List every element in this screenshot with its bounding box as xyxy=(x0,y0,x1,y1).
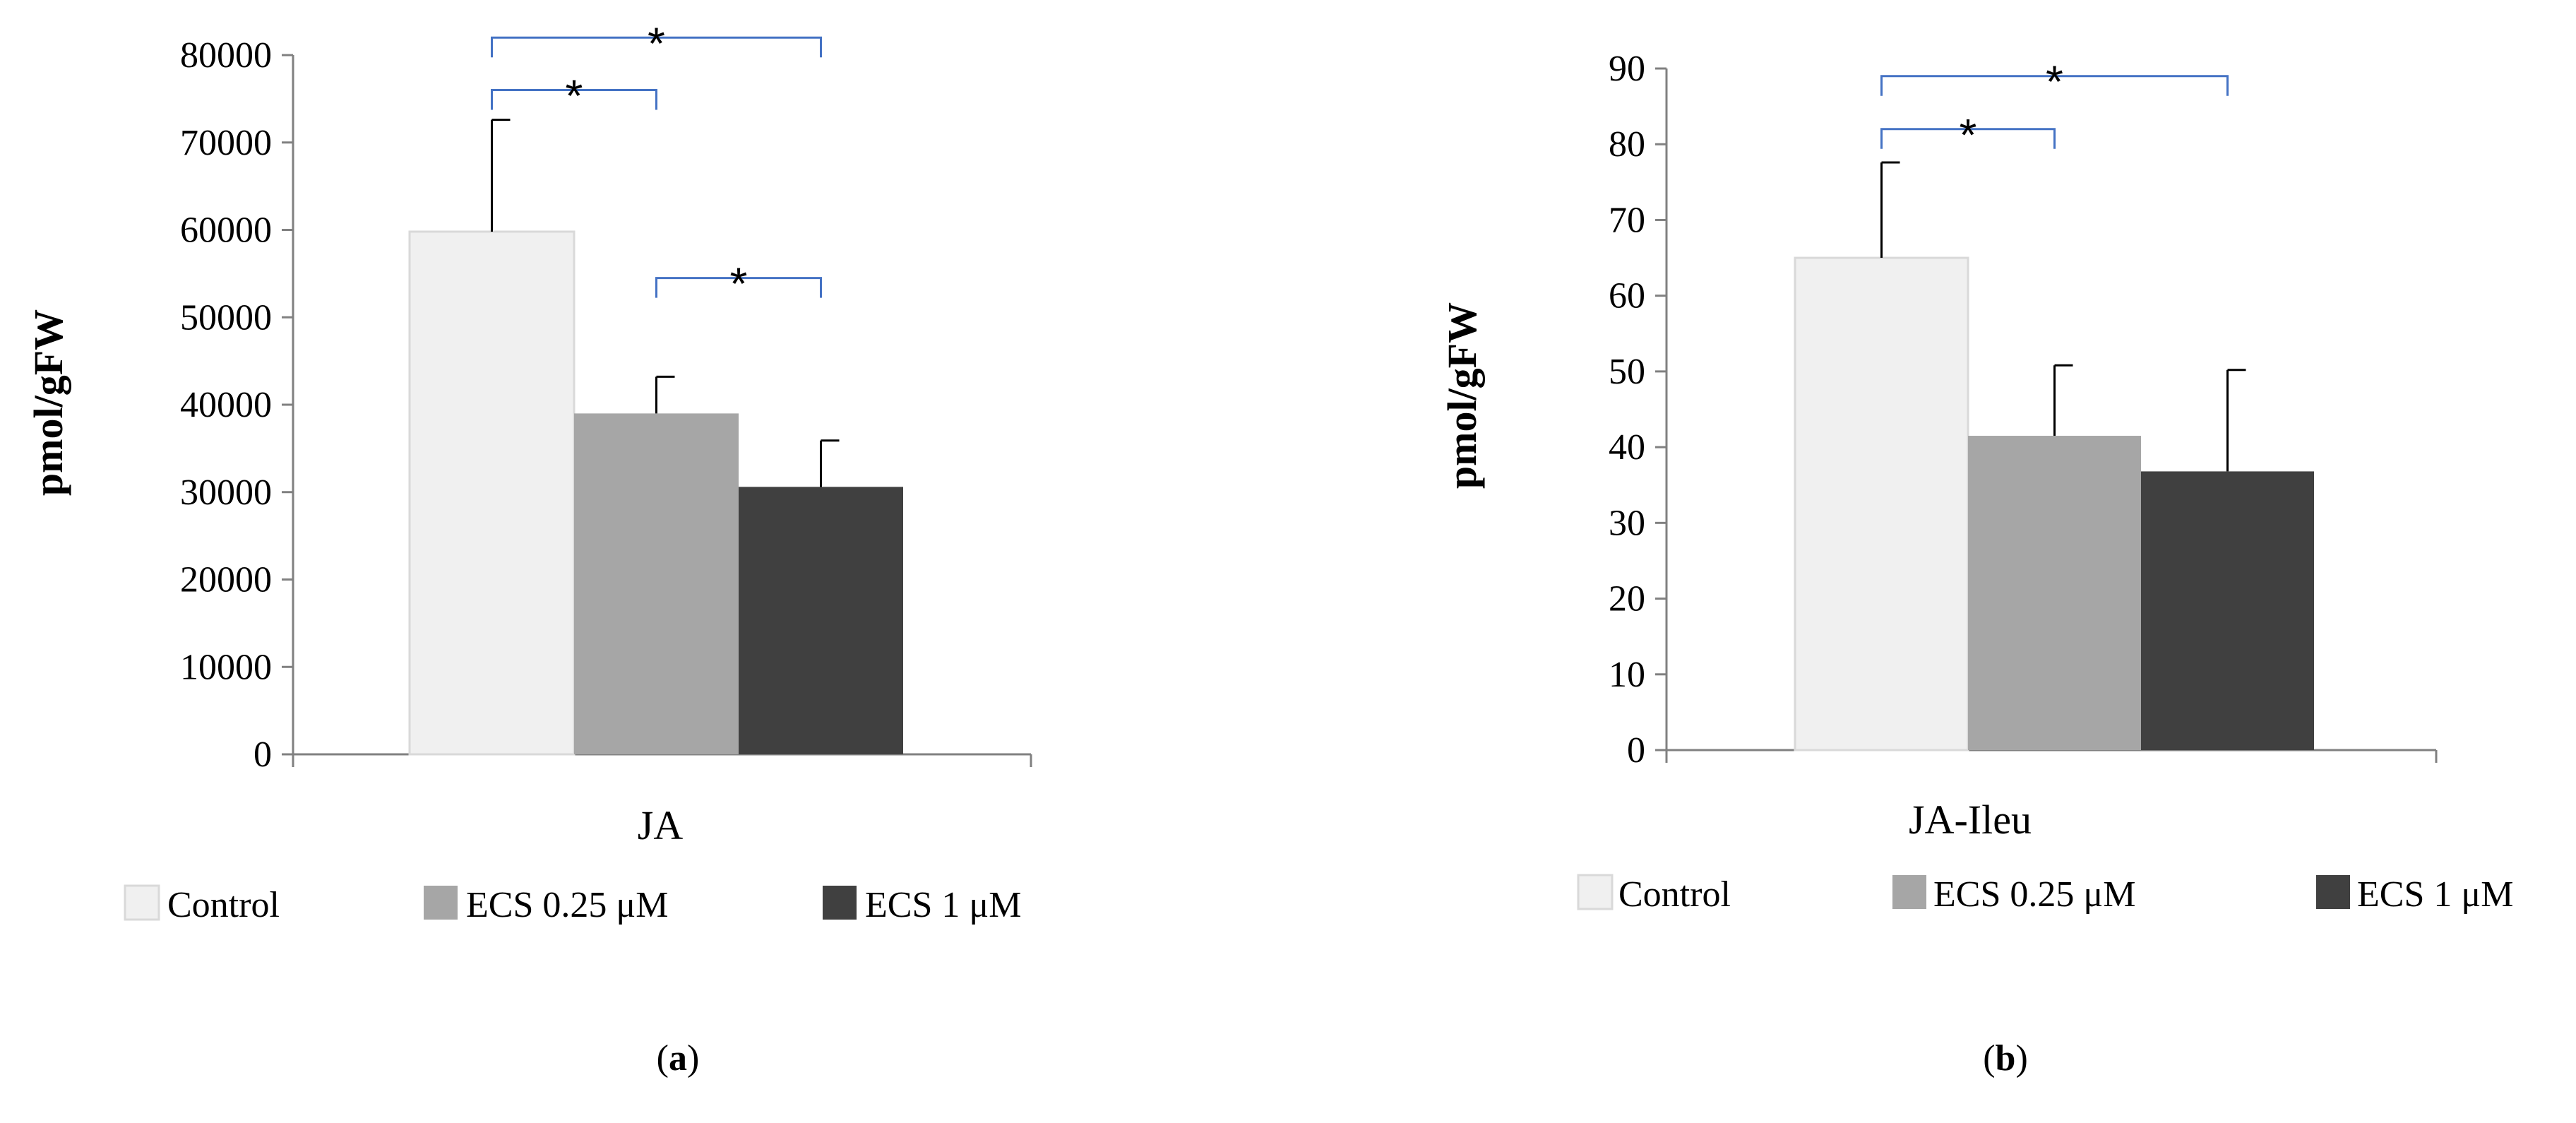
significance-bracket xyxy=(1880,128,2056,149)
caption-paren-open: ( xyxy=(1983,1038,1995,1079)
x-category-label: JA-Ileu xyxy=(1909,797,2032,843)
y-tick-label: 0 xyxy=(1627,730,1645,771)
y-tick-label: 30 xyxy=(1609,503,1645,543)
y-tick-label: 60000 xyxy=(180,210,272,251)
x-category-label: JA xyxy=(638,802,684,848)
chart-panel-b: 0 10 20 30 40 50 60 70 80 90 pmol/gFW JA-Ileu * * Cont… xyxy=(1439,49,2513,1079)
legend-swatch xyxy=(823,886,857,920)
legend-swatch xyxy=(2316,875,2350,909)
caption-letter: b xyxy=(1996,1038,2016,1079)
legend-swatch xyxy=(424,886,458,920)
significance-star: * xyxy=(2046,57,2063,107)
y-tick-label: 20 xyxy=(1609,579,1645,619)
legend-label: ECS 0.25 μM xyxy=(1933,874,2135,915)
bar-control xyxy=(408,230,576,756)
caption-paren-open: ( xyxy=(657,1038,669,1079)
y-axis-title: pmol/gFW xyxy=(25,309,71,496)
significance-star: * xyxy=(730,259,748,309)
legend-label: Control xyxy=(1618,874,1731,915)
caption-paren-close: ) xyxy=(2015,1038,2027,1079)
bar-ecs-0-25 xyxy=(1968,436,2141,750)
significance-star: * xyxy=(648,18,665,69)
y-tick-label: 80000 xyxy=(180,35,272,76)
panel-caption: (b) xyxy=(1983,1038,2028,1079)
y-tick-label: 70000 xyxy=(180,123,272,163)
caption-letter: a xyxy=(669,1038,687,1079)
bar-ecs-1 xyxy=(739,487,903,754)
legend-label: ECS 1 μM xyxy=(865,885,1021,925)
y-tick-label: 40 xyxy=(1609,427,1645,468)
bar-control xyxy=(1794,256,1969,751)
panel-caption: (a) xyxy=(657,1038,700,1079)
y-tick-label: 10 xyxy=(1609,655,1645,695)
significance-star: * xyxy=(1960,109,1977,160)
y-tick-label: 80 xyxy=(1609,124,1645,165)
significance-bracket xyxy=(1880,75,2229,96)
y-tick-label: 40000 xyxy=(180,385,272,425)
y-tick-label: 30000 xyxy=(180,473,272,513)
legend-label: Control xyxy=(167,885,280,925)
significance-bracket xyxy=(491,36,822,58)
legend-swatch xyxy=(1892,875,1926,909)
y-tick-label: 90 xyxy=(1609,49,1645,89)
legend-swatch xyxy=(1577,874,1614,910)
y-tick-label: 50 xyxy=(1609,352,1645,392)
bar-ecs-0-25 xyxy=(574,413,739,754)
significance-bracket xyxy=(655,277,822,298)
y-tick-label: 20000 xyxy=(180,560,272,600)
significance-bracket xyxy=(491,89,657,110)
y-tick-label: 10000 xyxy=(180,647,272,687)
legend-label: ECS 1 μM xyxy=(2357,874,2513,915)
legend-swatch xyxy=(124,884,160,921)
y-tick-label: 60 xyxy=(1609,276,1645,316)
significance-star: * xyxy=(566,71,583,121)
y-tick-label: 70 xyxy=(1609,200,1645,240)
legend-label: ECS 0.25 μM xyxy=(466,885,668,925)
y-axis-title: pmol/gFW xyxy=(1439,302,1485,489)
bar-ecs-1 xyxy=(2141,471,2314,750)
y-tick-label: 0 xyxy=(254,735,272,775)
chart-panel-a: 0 10000 20000 30000 40000 50000 60000 70000 8000… xyxy=(25,18,1032,1079)
y-tick-label: 50000 xyxy=(180,297,272,338)
caption-paren-close: ) xyxy=(687,1038,699,1079)
